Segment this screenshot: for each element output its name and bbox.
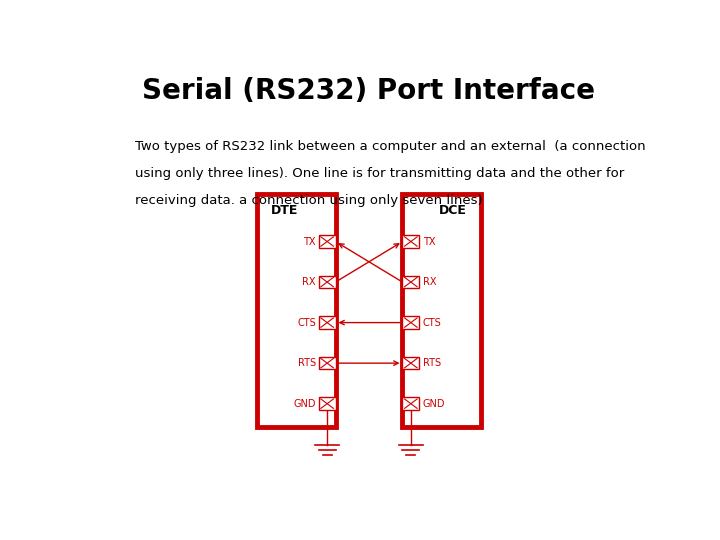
- Bar: [319, 235, 336, 248]
- Bar: [402, 357, 419, 369]
- Bar: [402, 276, 419, 288]
- Bar: [319, 316, 336, 329]
- Text: TX: TX: [304, 237, 316, 247]
- Bar: [319, 357, 336, 369]
- Text: using only three lines). One line is for transmitting data and the other for: using only three lines). One line is for…: [135, 167, 624, 180]
- Text: Serial (RS232) Port Interface: Serial (RS232) Port Interface: [143, 77, 595, 105]
- Bar: [402, 194, 481, 427]
- Text: Two types of RS232 link between a computer and an external  (a connection: Two types of RS232 link between a comput…: [135, 140, 645, 153]
- Text: TX: TX: [423, 237, 435, 247]
- Text: receiving data. a connection using only seven lines): receiving data. a connection using only …: [135, 194, 482, 207]
- Bar: [402, 397, 419, 410]
- Text: GND: GND: [423, 399, 445, 409]
- Text: DCE: DCE: [439, 204, 467, 217]
- Text: DTE: DTE: [271, 204, 298, 217]
- Bar: [402, 235, 419, 248]
- Text: CTS: CTS: [297, 318, 316, 328]
- Bar: [258, 194, 336, 427]
- Bar: [319, 397, 336, 410]
- Text: RX: RX: [423, 277, 436, 287]
- Text: RTS: RTS: [298, 358, 316, 368]
- Bar: [319, 276, 336, 288]
- Text: CTS: CTS: [423, 318, 441, 328]
- Bar: [402, 316, 419, 329]
- Text: RTS: RTS: [423, 358, 441, 368]
- Text: GND: GND: [294, 399, 316, 409]
- Text: RX: RX: [302, 277, 316, 287]
